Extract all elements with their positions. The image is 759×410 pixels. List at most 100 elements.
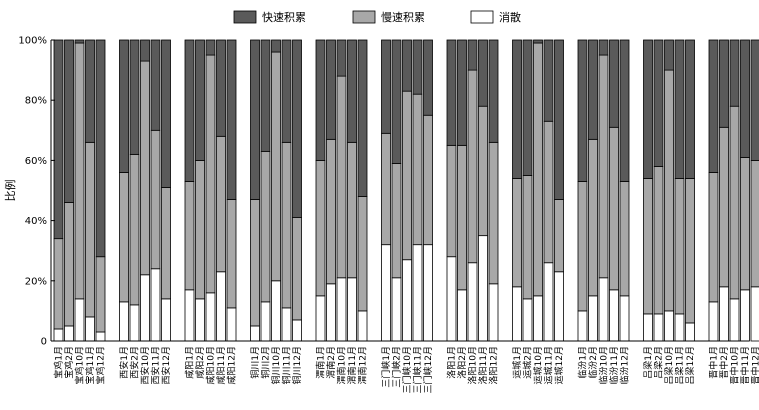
bar-segment <box>119 301 129 342</box>
bar-segment <box>195 159 205 300</box>
x-tick-label: 咸阳12月 <box>226 346 238 384</box>
bar-segment <box>161 298 171 342</box>
bar-segment <box>85 141 95 318</box>
legend-item: 慢速积累 <box>352 10 425 24</box>
bar-segment <box>150 39 161 131</box>
bar-segment <box>347 39 357 143</box>
stacked-bar <box>740 39 750 342</box>
bar-segment <box>161 39 171 188</box>
bar-segment <box>260 39 271 152</box>
bar-segment <box>478 39 488 107</box>
x-tick-label: 运城1月 <box>512 346 523 379</box>
stacked-bar <box>315 39 326 342</box>
stacked-bar <box>685 39 695 342</box>
x-tick-label: 运城2月 <box>523 346 534 379</box>
bar-segment <box>643 39 653 179</box>
stacked-bar <box>729 39 740 342</box>
bar-group <box>381 39 433 342</box>
bar-segment <box>512 39 522 179</box>
bar-segment <box>391 277 402 342</box>
bar-segment <box>554 199 564 273</box>
stacked-bar <box>512 39 522 342</box>
bar-segment <box>674 313 685 342</box>
bar-segment <box>457 39 467 146</box>
stacked-bar <box>205 39 216 342</box>
stacked-bar <box>708 39 719 342</box>
stacked-bar <box>381 39 391 342</box>
bar-segment <box>609 39 619 128</box>
bar-segment <box>64 39 74 203</box>
bar-segment <box>708 172 719 303</box>
bar-group <box>250 39 302 342</box>
x-tick-label: 吕梁2月 <box>653 346 665 379</box>
x-tick-label: 临汾12月 <box>619 346 631 384</box>
bar-segment <box>119 39 129 173</box>
x-tick-label: 洛阳1月 <box>446 346 458 379</box>
bar-segment <box>391 39 402 164</box>
bar-segment <box>347 277 357 342</box>
x-tick-label: 临汾10月 <box>598 346 610 384</box>
x-tick-label: 宝鸡11月 <box>84 346 96 384</box>
x-tick-label: 铜川1月 <box>249 346 261 379</box>
stacked-bar <box>129 39 140 342</box>
bar-segment <box>74 39 85 44</box>
y-tick-label: 100% <box>18 36 47 47</box>
bar-segment <box>664 310 674 342</box>
bar-segment <box>402 39 412 92</box>
bar-segment <box>588 138 598 297</box>
bar-segment <box>598 54 609 279</box>
bar-segment <box>685 178 695 324</box>
bar-segment <box>216 271 226 342</box>
bar-segment <box>446 256 457 342</box>
bar-segment <box>326 39 336 140</box>
bars <box>53 39 759 342</box>
bar-segment <box>391 163 402 279</box>
bar-segment <box>577 181 588 312</box>
x-tick-label: 西安11月 <box>150 346 162 384</box>
bar-segment <box>129 153 140 306</box>
bar-segment <box>226 199 237 309</box>
bar-segment <box>347 141 357 279</box>
bar-segment <box>95 331 106 342</box>
bar-segment <box>598 277 609 342</box>
bar-segment <box>64 202 74 327</box>
bar-segment <box>161 187 171 300</box>
bar-segment <box>478 235 488 342</box>
x-tick-label: 洛阳10月 <box>467 346 479 384</box>
bar-group <box>708 39 759 342</box>
bar-segment <box>281 307 292 342</box>
stacked-bar <box>326 39 336 342</box>
stacked-bar <box>119 39 129 342</box>
x-axis-labels: 宝鸡1月 宝鸡2月 宝鸡10月 宝鸡11月 宝鸡12月 西安1月 西安2月 西安10月 西安11… <box>53 346 759 393</box>
x-tick-label: 宝鸡1月 <box>53 346 65 379</box>
y-tick-label: 0 <box>41 337 47 348</box>
x-tick-label: 晋中12月 <box>750 346 759 384</box>
legend-swatch <box>352 10 376 24</box>
bar-segment <box>412 39 423 95</box>
stacked-bar <box>457 39 467 342</box>
bar-segment <box>446 39 457 146</box>
x-tick-label: 西安2月 <box>129 346 141 379</box>
bar-segment <box>357 39 368 197</box>
bar-segment <box>708 301 719 342</box>
bar-segment <box>619 295 630 342</box>
legend-label: 消散 <box>499 10 521 24</box>
bar-segment <box>226 39 237 200</box>
legend-label: 快速积累 <box>262 11 306 24</box>
bar-segment <box>95 256 106 333</box>
bar-segment <box>412 244 423 342</box>
bar-segment <box>423 244 433 342</box>
bar-group <box>53 39 106 342</box>
bar-segment <box>729 105 740 300</box>
bar-segment <box>522 175 533 300</box>
x-tick-label: 三门峡12月 <box>422 346 434 393</box>
bar-segment <box>750 159 759 288</box>
x-tick-label: 临汾2月 <box>587 346 599 379</box>
stacked-bar <box>533 39 543 342</box>
legend-item: 快速积累 <box>233 10 306 24</box>
y-tick-label: 20% <box>25 276 47 287</box>
x-tick-label: 吕梁1月 <box>642 346 654 379</box>
x-tick-label: 咸阳2月 <box>194 346 206 379</box>
x-tick-label: 运城10月 <box>533 346 544 384</box>
bar-segment <box>598 39 609 56</box>
